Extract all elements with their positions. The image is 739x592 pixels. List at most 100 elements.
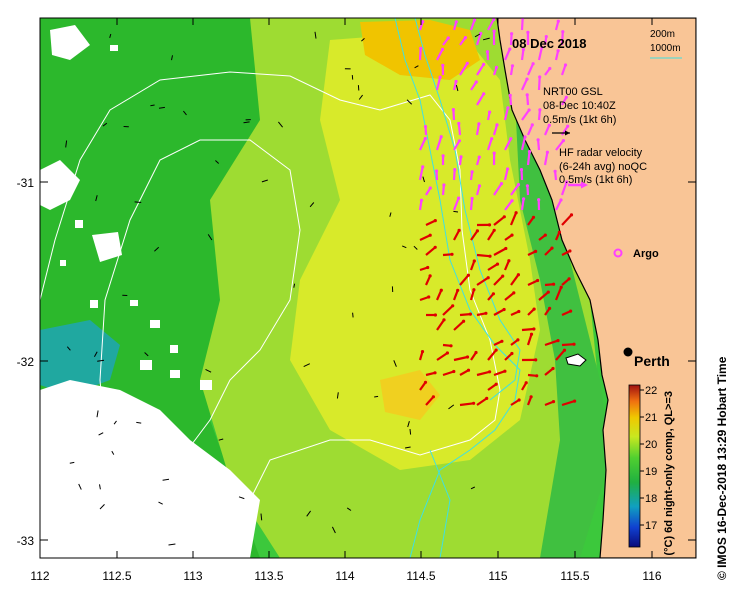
radar-arrowhead — [567, 277, 571, 281]
radar-arrow — [487, 383, 497, 391]
perth-marker[interactable] — [623, 347, 633, 357]
radar-arrowhead — [556, 49, 560, 53]
radar-arrow — [418, 166, 424, 181]
glider-arrow — [183, 110, 187, 116]
radar-arrowhead — [477, 122, 481, 126]
glider-arrow — [409, 429, 412, 435]
radar-arrow — [442, 370, 455, 377]
glider-arrow — [346, 507, 352, 511]
radar-arrow — [526, 151, 531, 166]
radar-arrowhead — [510, 32, 514, 36]
radar-arrowhead — [456, 288, 460, 292]
x-tick-label: 115.5 — [560, 569, 589, 583]
radar-arrow — [470, 230, 479, 241]
glider-arrow — [358, 94, 363, 100]
radar-arrow — [492, 124, 499, 136]
radar-arrowhead — [553, 169, 557, 173]
radar-arrowhead — [562, 348, 567, 352]
x-tick-label: 116 — [642, 569, 661, 583]
radar-arrowhead — [507, 259, 511, 263]
radar-arrow — [418, 48, 422, 61]
radar-arrowhead — [573, 399, 577, 403]
radar-arrowhead — [517, 398, 521, 402]
radar-arrow — [560, 181, 568, 196]
radar-arrowhead — [565, 180, 569, 184]
radar-arrow — [418, 200, 423, 211]
radar-arrowhead — [474, 80, 478, 84]
radar-arrowhead — [463, 36, 467, 40]
glider-arrow — [474, 33, 481, 38]
radar-arrow — [521, 78, 528, 91]
radar-arrowhead — [459, 155, 463, 159]
no-data-region — [40, 380, 260, 558]
radar-arrow — [475, 123, 480, 136]
radar-arrow — [555, 349, 566, 361]
x-tick-label: 113.5 — [254, 569, 283, 583]
isobath-1000-outer — [40, 71, 501, 558]
radar-arrowhead — [423, 125, 428, 129]
radar-arrow — [441, 184, 445, 196]
radar-arrow — [469, 198, 474, 211]
radar-arrowhead — [502, 307, 506, 312]
x-tick-label: 114 — [335, 569, 354, 583]
glider-arrow — [99, 504, 105, 510]
radar-arrowhead — [559, 198, 563, 202]
radar-arrowhead — [477, 155, 481, 159]
radar-arrowhead — [438, 75, 442, 79]
radar-arrowhead — [508, 93, 512, 97]
radar-arrow — [504, 292, 515, 301]
legend-1000m: 1000m — [650, 43, 681, 54]
glider-arrow — [99, 484, 101, 490]
glider-arrow — [171, 55, 173, 61]
radar-arrowhead — [453, 168, 457, 172]
plot-area: Argo Perth 08 Dec 2018 200m 1000m NRT00 … — [40, 18, 696, 580]
glider-arrow — [455, 84, 459, 92]
radar-arrow — [452, 197, 460, 211]
radar-arrow — [487, 229, 496, 241]
radar-arrowhead — [545, 150, 550, 154]
radar-arrow — [510, 274, 520, 286]
colorbar-tick-label: 21 — [645, 412, 657, 424]
radar-arrowhead — [482, 92, 486, 96]
radar-arrowhead — [457, 196, 461, 200]
radar-arrowhead — [536, 138, 540, 142]
sst-yellow-core — [290, 30, 540, 470]
radar-arrowhead — [421, 165, 425, 169]
no-data-speckles — [60, 45, 212, 390]
radar-arrow — [476, 370, 490, 377]
radar-arrowhead — [524, 381, 528, 385]
radar-arrow — [453, 229, 461, 241]
radar-arrowhead — [439, 288, 443, 292]
radar-arrowhead — [538, 75, 542, 79]
radar-arrow — [476, 93, 485, 106]
radar-subtitle: (6-24h avg) noQC — [559, 161, 647, 173]
glider-arrow — [238, 496, 245, 500]
radar-arrow — [520, 18, 524, 31]
radar-arrowhead — [487, 223, 492, 227]
colorbar-ticks: 22 21 20 19 18 17 — [640, 385, 657, 532]
glider-arrow — [352, 312, 354, 318]
radar-arrowhead — [495, 123, 499, 127]
x-tick-label: 112 — [30, 569, 49, 583]
rottnest-island — [565, 353, 587, 367]
radar-arrowhead — [510, 233, 514, 237]
credit-text: © IMOS 16-Dec-2018 13:29 Hobart Time — [715, 356, 729, 580]
colorbar-tick-label: 20 — [645, 439, 657, 451]
radar-arrowhead — [538, 108, 542, 112]
radar-arrow — [486, 138, 493, 151]
radar-arrowhead — [506, 167, 510, 171]
argo-marker[interactable] — [613, 248, 623, 258]
radar-arrow — [537, 47, 543, 61]
radar-arrow — [453, 355, 468, 362]
radar-arrow — [543, 151, 549, 166]
colorbar-title: SST (°C) 6d night-only comp, QL>=3 — [663, 391, 675, 580]
radar-arrowhead — [509, 137, 513, 141]
radar-arrowhead — [566, 124, 570, 128]
radar-arrowhead — [488, 254, 492, 258]
isobath-1000-inner — [40, 139, 301, 558]
radar-arrowhead — [457, 228, 461, 232]
radar-arrow — [509, 212, 518, 226]
radar-arrow — [554, 286, 563, 301]
radar-arrowhead — [488, 110, 492, 114]
